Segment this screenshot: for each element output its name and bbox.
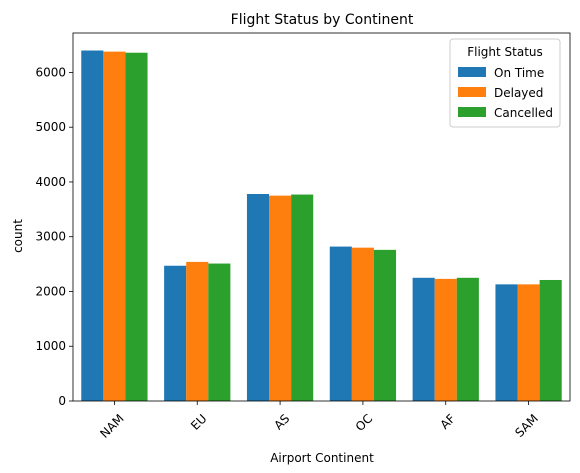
legend-title: Flight Status [467,45,543,59]
y-axis-label: count [11,219,25,253]
legend-label-on-time: On Time [494,66,544,80]
bar-oc-on-time [329,246,352,401]
bar-af-on-time [412,277,435,401]
bar-eu-cancelled [208,263,231,401]
x-tick-label-nam: NAM [97,411,126,440]
bar-eu-delayed [186,261,209,401]
bar-nam-delayed [103,51,126,402]
legend-swatch-on-time [458,67,486,77]
bar-sam-on-time [495,284,518,401]
y-tick-label: 5000 [35,120,66,134]
x-axis-label: Airport Continent [270,451,374,465]
y-tick-label: 6000 [35,65,66,79]
x-tick-label-af: AF [437,411,458,432]
bar-nam-on-time [81,50,104,402]
y-tick-label: 2000 [35,284,66,298]
x-tick-label-as: AS [271,411,292,432]
chart-title: Flight Status by Continent [231,12,414,28]
legend: Flight Status On Time Delayed Cancelled [449,38,561,128]
y-tick-label: 3000 [35,230,66,244]
legend-label-delayed: Delayed [494,86,543,100]
bar-af-cancelled [456,277,479,401]
bar-eu-on-time [164,265,187,401]
bar-nam-cancelled [125,52,148,402]
plot-frame [72,32,571,402]
legend-box [449,38,561,128]
plot-area: 0 1000 2000 3000 4000 5000 6000 NAM EU AS OC AF SAM [35,32,571,441]
bar-oc-delayed [351,247,374,401]
legend-label-cancelled: Cancelled [494,106,553,120]
x-tick-label-eu: EU [188,411,209,432]
y-tick-label: 0 [58,394,66,408]
bar-sam-cancelled [539,279,562,401]
bar-as-on-time [246,194,270,401]
x-tick-label-sam: SAM [512,411,541,440]
bar-as-delayed [269,195,292,401]
legend-swatch-cancelled [458,107,486,117]
bar-as-cancelled [291,194,314,401]
x-tick-label-oc: OC [353,411,376,434]
y-tick-label: 1000 [35,339,66,353]
bar-sam-delayed [517,284,540,401]
bar-af-delayed [434,278,457,401]
bar-oc-cancelled [373,249,397,401]
legend-swatch-delayed [458,87,486,97]
y-tick-label: 4000 [35,175,66,189]
